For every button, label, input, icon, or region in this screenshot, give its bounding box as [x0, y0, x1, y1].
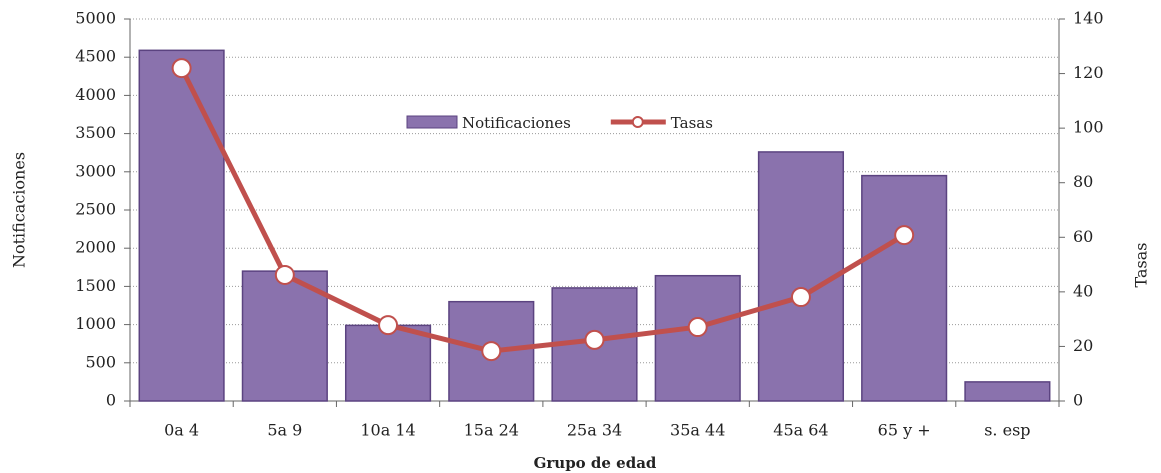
bar: [241, 270, 328, 402]
legend-label: Notificaciones: [462, 114, 571, 132]
bar: [344, 324, 432, 402]
y2-tick-label: 140: [1073, 9, 1104, 28]
y-tick-label: 1500: [75, 276, 116, 295]
y-tick-label: 2500: [75, 200, 116, 219]
y-tick-label: 2000: [75, 238, 116, 257]
x-tick-label: 10a 14: [360, 421, 415, 440]
marker: [687, 317, 708, 338]
x-axis-label: Grupo de edad: [534, 454, 657, 472]
y2-tick-label: 60: [1073, 227, 1093, 246]
y-tick-label: 3500: [75, 123, 116, 142]
marker: [481, 341, 502, 362]
y2-tick-label: 80: [1073, 172, 1093, 191]
x-tick-label: 15a 24: [464, 421, 519, 440]
y-axis-label: Notificaciones: [10, 152, 29, 268]
marker: [274, 264, 295, 285]
marker: [584, 329, 605, 350]
bar: [654, 274, 741, 402]
marker: [790, 287, 811, 308]
bar: [861, 174, 948, 402]
bar: [964, 381, 1051, 402]
x-tick-label: 45a 64: [773, 421, 828, 440]
y-tick-label: 500: [85, 352, 116, 371]
marker: [894, 225, 915, 246]
legend-marker: [631, 116, 644, 128]
x-tick-label: 0a 4: [164, 421, 199, 440]
y2-axis-label: Tasas: [1132, 243, 1151, 288]
y2-tick-label: 100: [1073, 118, 1104, 137]
marker: [378, 315, 399, 336]
y-tick-label: 0: [106, 391, 116, 410]
y-tick-label: 3000: [75, 161, 116, 180]
y-tick-label: 1000: [75, 314, 116, 333]
x-tick-label: s. esp: [984, 421, 1030, 440]
y2-tick-label: 20: [1073, 336, 1093, 355]
legend-label: Tasas: [671, 114, 713, 132]
y2-tick-label: 40: [1073, 281, 1093, 300]
x-tick-label: 35a 44: [670, 421, 725, 440]
legend-swatch: [406, 115, 458, 129]
y-tick-label: 4500: [75, 47, 116, 66]
y2-tick-label: 0: [1073, 391, 1083, 410]
y-tick-label: 4000: [75, 85, 116, 104]
y-tick-label: 5000: [75, 9, 116, 28]
x-tick-label: 25a 34: [567, 421, 622, 440]
x-tick-label: 65 y +: [878, 421, 931, 440]
line: [179, 66, 906, 354]
bar: [757, 151, 845, 402]
bar: [138, 49, 225, 402]
x-tick-label: 5a 9: [267, 421, 302, 440]
marker: [171, 58, 192, 79]
y2-tick-label: 120: [1073, 63, 1104, 82]
